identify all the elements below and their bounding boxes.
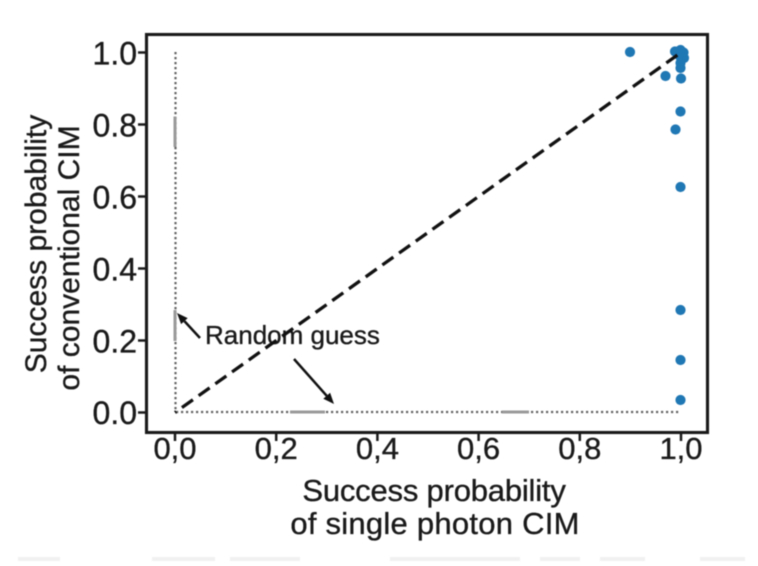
svg-text:Success probability: Success probability <box>20 115 53 373</box>
svg-text:0,0: 0,0 <box>153 431 196 466</box>
svg-text:Success probability: Success probability <box>302 473 566 508</box>
svg-text:0.0: 0.0 <box>93 395 137 431</box>
svg-text:0,8: 0,8 <box>558 431 601 466</box>
svg-text:1.0: 1.0 <box>93 36 137 72</box>
svg-text:1,0: 1,0 <box>659 431 702 466</box>
svg-text:0.4: 0.4 <box>93 252 137 288</box>
svg-text:0.8: 0.8 <box>93 108 137 144</box>
svg-text:of conventional CIM: of conventional CIM <box>53 125 86 390</box>
svg-text:0.2: 0.2 <box>93 324 137 360</box>
svg-text:0,4: 0,4 <box>356 431 399 466</box>
svg-text:of single photon CIM: of single photon CIM <box>290 506 579 541</box>
svg-text:0,2: 0,2 <box>255 431 298 466</box>
svg-text:0.6: 0.6 <box>93 180 137 216</box>
svg-text:0,6: 0,6 <box>457 431 500 466</box>
svg-text:Random guess: Random guess <box>205 320 380 350</box>
